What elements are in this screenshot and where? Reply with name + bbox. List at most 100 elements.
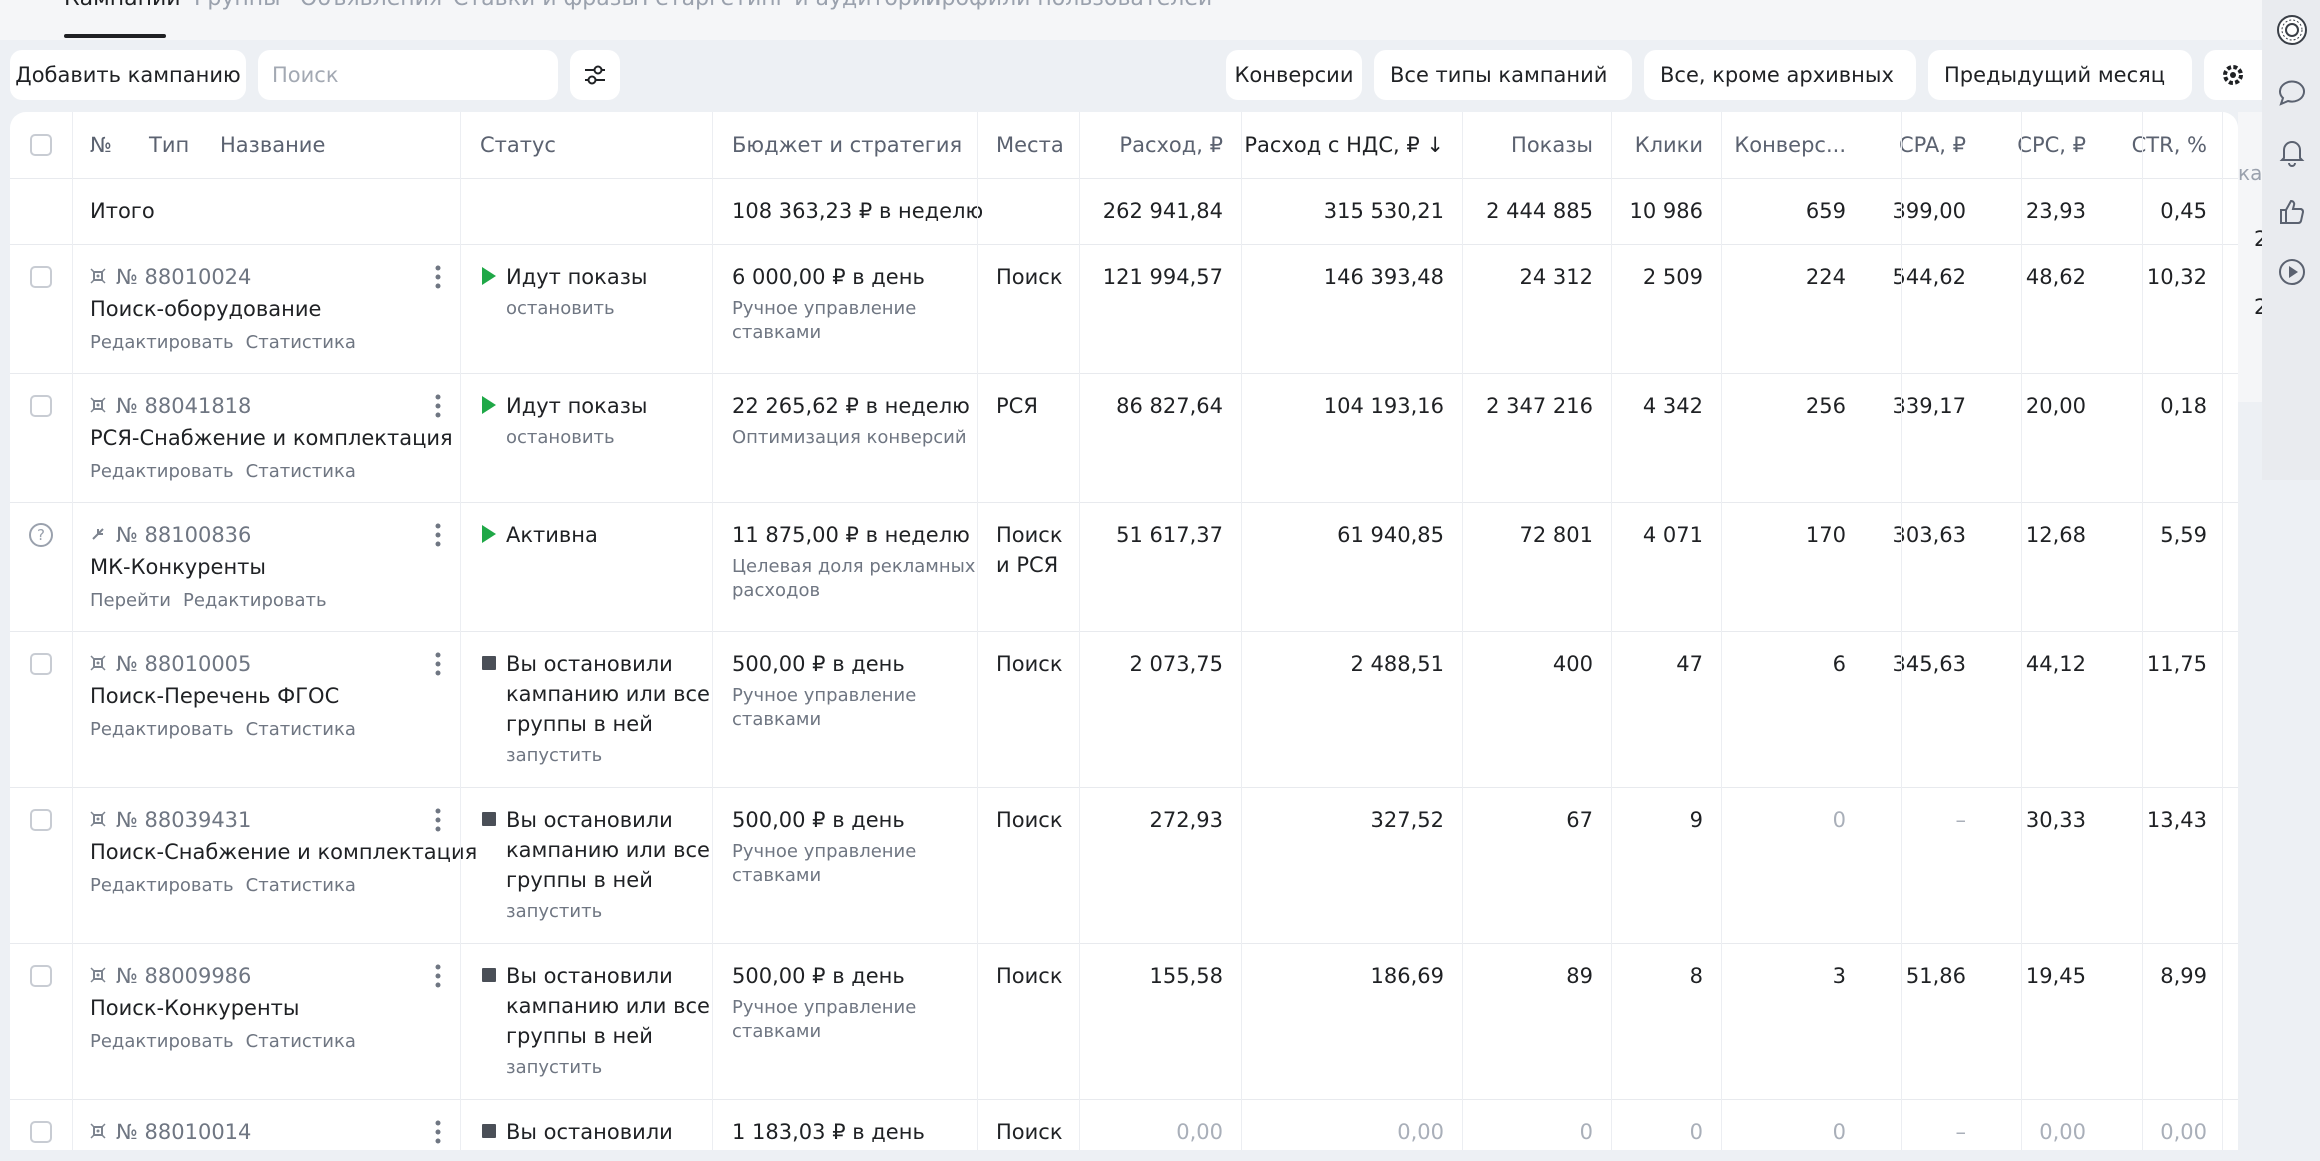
- add-campaign-button[interactable]: Добавить кампанию: [10, 50, 246, 100]
- campaign-link-1[interactable]: Статистика: [245, 332, 356, 353]
- row-checkbox[interactable]: [30, 809, 52, 831]
- search-input[interactable]: [258, 50, 558, 100]
- more-vertical-icon[interactable]: [426, 391, 450, 421]
- thumbs-up-icon[interactable]: [2276, 196, 2308, 228]
- user-avatar-icon[interactable]: [2276, 14, 2308, 46]
- metric-cpa: –: [1955, 808, 1967, 832]
- tab-user-profiles[interactable]: Профили пользователей: [925, 0, 1212, 11]
- campaign-link-1[interactable]: Статистика: [245, 875, 356, 896]
- peek-value: 2: [2254, 227, 2262, 251]
- status-line: группы в ней: [506, 712, 653, 736]
- col-header-impressions[interactable]: Показы: [1511, 133, 1593, 157]
- col-header-spend[interactable]: Расход, ₽: [1119, 133, 1223, 157]
- more-vertical-icon[interactable]: [426, 520, 450, 550]
- campaign-link-0[interactable]: Редактировать: [90, 461, 234, 482]
- play-video-icon[interactable]: [2276, 256, 2308, 288]
- status-text: Идут показы: [482, 262, 647, 292]
- row-checkbox[interactable]: [30, 266, 52, 288]
- campaign-link-1[interactable]: Статистика: [245, 461, 356, 482]
- col-header-spend-vat[interactable]: Расход с НДС, ₽ ↓: [1244, 133, 1444, 157]
- period-select[interactable]: Предыдущий месяц: [1928, 50, 2192, 100]
- campaign-actions: Редактировать Статистика: [90, 455, 368, 487]
- metric-impressions: 67: [1566, 808, 1593, 832]
- campaign-link-0[interactable]: Редактировать: [90, 1031, 234, 1052]
- row-checkbox[interactable]: [30, 965, 52, 987]
- places-value: Поиск: [996, 1120, 1063, 1144]
- chat-icon[interactable]: [2276, 76, 2308, 108]
- campaign-name[interactable]: Поиск-оборудование: [90, 297, 322, 321]
- col-header-clicks[interactable]: Клики: [1634, 133, 1703, 157]
- tab-groups[interactable]: Группы: [194, 0, 281, 11]
- status-action-link[interactable]: остановить: [506, 298, 615, 319]
- more-vertical-icon[interactable]: [426, 961, 450, 991]
- campaign-id-line: № 88009986: [90, 961, 251, 991]
- status-action-link[interactable]: запустить: [506, 901, 603, 922]
- total-spend-vat: 315 530,21: [1323, 199, 1444, 223]
- more-vertical-icon[interactable]: [426, 1117, 450, 1147]
- status-line: Вы остановили: [506, 964, 673, 988]
- column-divider: [2222, 112, 2223, 1150]
- metric-conversions: 256: [1805, 394, 1846, 418]
- campaign-name[interactable]: Поиск-Конкуренты: [90, 996, 300, 1020]
- play-icon: [482, 396, 496, 414]
- campaigns-table: № Тип Название Статус Бюджет и стратегия Мест…: [10, 112, 2238, 1150]
- metric-cpc: 0,00: [2039, 1120, 2086, 1144]
- tab-ads[interactable]: Объявления: [300, 0, 442, 11]
- metric-impressions: 72 801: [1519, 523, 1593, 547]
- tab-bids-phrases[interactable]: Ставки и фразы: [453, 0, 639, 11]
- total-row: Итого 108 363,23 ₽ в неделю 262 941,84 315 …: [10, 178, 2238, 245]
- metric-ctr: 8,99: [2160, 964, 2207, 988]
- campaign-name[interactable]: РСЯ-Снабжение и комплектация: [90, 426, 453, 450]
- campaign-link-0[interactable]: Редактировать: [90, 719, 234, 740]
- campaign-name[interactable]: Поиск-Снабжение и комплектация: [90, 840, 478, 864]
- col-header-cpc[interactable]: CPC, ₽: [2017, 133, 2086, 157]
- period-value: Предыдущий месяц: [1944, 63, 2166, 87]
- stop-icon: [482, 968, 496, 982]
- more-vertical-icon[interactable]: [426, 649, 450, 679]
- strategy-text: Ручное управление: [732, 997, 917, 1018]
- col-header-cpa[interactable]: CPA, ₽: [1898, 133, 1966, 157]
- status-action-link[interactable]: запустить: [506, 745, 603, 766]
- campaign-link-1[interactable]: Статистика: [245, 719, 356, 740]
- campaign-link-1[interactable]: Статистика: [245, 1031, 356, 1052]
- row-checkbox[interactable]: [30, 1121, 52, 1143]
- conversions-button[interactable]: Конверсии: [1226, 50, 1362, 100]
- campaign-name[interactable]: Поиск-Перечень ФГОС: [90, 684, 340, 708]
- filter-settings-button[interactable]: [570, 50, 620, 100]
- campaign-name[interactable]: МК-Конкуренты: [90, 555, 266, 579]
- row-checkbox[interactable]: [30, 653, 52, 675]
- select-all-checkbox[interactable]: [30, 134, 52, 156]
- metric-impressions: 89: [1566, 964, 1593, 988]
- metric-cpc: 12,68: [2025, 523, 2086, 547]
- text-campaign-icon: [90, 268, 106, 284]
- help-icon[interactable]: ?: [28, 522, 54, 548]
- tab-campaigns[interactable]: Кампании: [64, 0, 181, 11]
- status-line: группы в ней: [506, 1024, 653, 1048]
- status-action-link[interactable]: запустить: [506, 1057, 603, 1078]
- metric-conversions: 0: [1832, 808, 1846, 832]
- campaign-link-0[interactable]: Перейти: [90, 590, 171, 611]
- campaign-type-select[interactable]: Все типы кампаний: [1374, 50, 1632, 100]
- campaign-link-0[interactable]: Редактировать: [90, 875, 234, 896]
- campaign-id-line: № 88041818: [90, 391, 251, 421]
- status-action-link[interactable]: остановить: [506, 427, 615, 448]
- more-vertical-icon[interactable]: [426, 805, 450, 835]
- table-settings-button[interactable]: [2204, 50, 2262, 100]
- archive-filter-select[interactable]: Все, кроме архивных: [1644, 50, 1916, 100]
- tab-retargeting[interactable]: Ретаргетинг и аудитории: [642, 0, 940, 11]
- campaign-link-1[interactable]: Редактировать: [183, 590, 327, 611]
- metric-spend: 2 073,75: [1129, 652, 1223, 676]
- more-vertical-icon[interactable]: [426, 262, 450, 292]
- row-checkbox[interactable]: [30, 395, 52, 417]
- campaign-link-0[interactable]: Редактировать: [90, 332, 234, 353]
- bell-icon[interactable]: [2276, 136, 2308, 168]
- campaign-name[interactable]: РСЯ-2 новая: [90, 1149, 224, 1150]
- status-text: кампанию или все: [506, 835, 710, 865]
- budget-value: 500,00 ₽ в день: [732, 808, 905, 832]
- col-header-conversions[interactable]: Конверс...: [1734, 133, 1846, 157]
- metric-clicks: 47: [1676, 652, 1703, 676]
- campaign-actions: Перейти Редактировать: [90, 584, 339, 616]
- column-divider: [460, 112, 461, 1150]
- col-header-ctr[interactable]: CTR, %: [2131, 133, 2207, 157]
- metric-ctr: 0,18: [2160, 394, 2207, 418]
